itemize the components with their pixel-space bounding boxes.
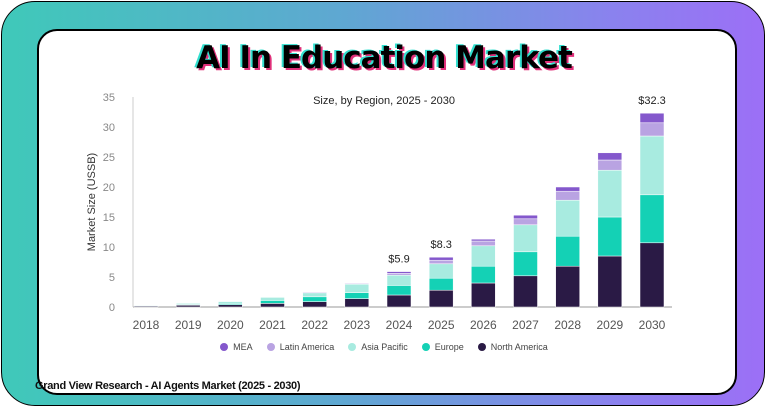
legend-label: Latin America [279, 342, 335, 352]
y-tick-label: 0 [109, 302, 115, 314]
x-tick-label: 2023 [343, 318, 370, 332]
bar-segment-north-america [260, 303, 285, 308]
bar-segment-mea [513, 214, 538, 220]
bar-segment-north-america [471, 282, 496, 308]
total-data-label: $32.3 [638, 95, 666, 107]
legend-swatch-icon [220, 343, 229, 351]
bar-segment-mea [428, 256, 454, 261]
y-axis-label: Market Size (USSB) [86, 153, 98, 251]
bar-segment-mea [302, 291, 327, 293]
legend-label: North America [490, 342, 548, 352]
x-tick-label: 2019 [175, 318, 202, 332]
bar-segment-latin-america [639, 122, 665, 137]
y-tick-label: 25 [103, 152, 115, 164]
bar-segment-latin-america [471, 240, 496, 247]
bar-segment-europe [428, 277, 454, 291]
bar-segment-asia-pacific [513, 224, 538, 253]
bar-segment-asia-pacific [302, 292, 327, 298]
x-tick-label: 2029 [596, 318, 623, 332]
chart-title: AI In Education Market [196, 40, 573, 76]
legend-swatch-icon [348, 343, 357, 351]
bar-segment-asia-pacific [344, 283, 370, 293]
x-tick-label: 2021 [259, 318, 286, 332]
bar-segment-mea [639, 112, 665, 124]
bar-segment-latin-america [555, 190, 580, 201]
bar-segment-north-america [555, 265, 580, 308]
bar-segment-europe [555, 235, 580, 267]
y-tick-label: 10 [103, 242, 115, 254]
bar-segment-asia-pacific [386, 274, 412, 286]
chart-subtitle: Size, by Region, 2025 - 2030 [313, 95, 455, 107]
bar-segment-mea [471, 238, 496, 242]
bar-segment-latin-america [513, 218, 538, 226]
bar-segment-mea [597, 152, 623, 161]
total-data-label: $8.3 [430, 239, 451, 251]
y-tick-label: 20 [103, 182, 115, 194]
bar-segment-latin-america [597, 159, 623, 171]
bar-segment-mea [386, 271, 412, 274]
bar-segment-europe [386, 285, 412, 296]
bar-segment-asia-pacific [597, 169, 623, 218]
x-tick-label: 2030 [639, 318, 666, 332]
x-tick-label: 2022 [301, 318, 328, 332]
bar-segment-latin-america [428, 259, 454, 265]
bar-segment-north-america [218, 304, 243, 308]
bar-segment-asia-pacific [133, 304, 159, 307]
y-tick-label: 35 [103, 92, 115, 104]
y-tick-label: 30 [103, 122, 115, 134]
bar-segment-europe [597, 216, 623, 257]
footer-source: Grand View Research - AI Agents Market (… [35, 380, 301, 392]
bar-segment-mea [555, 186, 580, 192]
legend-swatch-icon [477, 343, 486, 351]
bar-segment-north-america [597, 255, 623, 308]
x-tick-label: 2028 [554, 318, 581, 332]
bar-segment-europe [260, 300, 285, 304]
x-tick-label: 2025 [428, 318, 455, 332]
y-tick-label: 5 [109, 272, 115, 284]
legend-label: Asia Pacific [361, 342, 408, 352]
bar-segment-asia-pacific [428, 263, 454, 279]
x-tick-label: 2018 [133, 318, 160, 332]
bar-segment-asia-pacific [555, 199, 580, 237]
x-tick-label: 2026 [470, 318, 497, 332]
bar-segment-europe [471, 265, 496, 284]
bar-segment-mea [344, 282, 370, 284]
x-tick-label: 2027 [512, 318, 539, 332]
chart-legend: MEA Latin America Asia Pacific Europe North … [0, 342, 768, 352]
bar-segment-north-america [344, 298, 370, 308]
legend-item: Europe [421, 342, 464, 352]
legend-item: Latin America [266, 342, 335, 352]
total-data-label: $5.9 [388, 254, 409, 266]
legend-swatch-icon [421, 343, 430, 351]
bar-segment-north-america [428, 289, 454, 308]
bar-segment-asia-pacific [471, 245, 496, 267]
bar-segment-europe [344, 292, 370, 299]
legend-swatch-icon [266, 343, 275, 351]
bar-segment-north-america [386, 294, 412, 308]
y-tick-label: 15 [103, 212, 115, 224]
bar-segment-asia-pacific [639, 135, 665, 196]
x-tick-label: 2024 [386, 318, 413, 332]
legend-item: Asia Pacific [348, 342, 408, 352]
legend-label: Europe [434, 342, 464, 352]
bar-segment-north-america [639, 242, 665, 308]
bar-segment-north-america [302, 301, 327, 308]
legend-item: North America [477, 342, 548, 352]
bar-segment-asia-pacific [218, 301, 243, 304]
bar-segment-asia-pacific [175, 303, 201, 305]
bar-segment-north-america [175, 304, 201, 308]
bar-segment-europe [302, 296, 327, 302]
bar-segment-asia-pacific [260, 297, 285, 301]
bar-segment-north-america [513, 275, 538, 308]
bar-segment-europe [513, 251, 538, 277]
x-tick-label: 2020 [217, 318, 244, 332]
bar-segment-europe [639, 194, 665, 244]
legend-item: MEA [220, 342, 253, 352]
bar-segment-latin-america [386, 273, 412, 276]
legend-label: MEA [233, 342, 253, 352]
